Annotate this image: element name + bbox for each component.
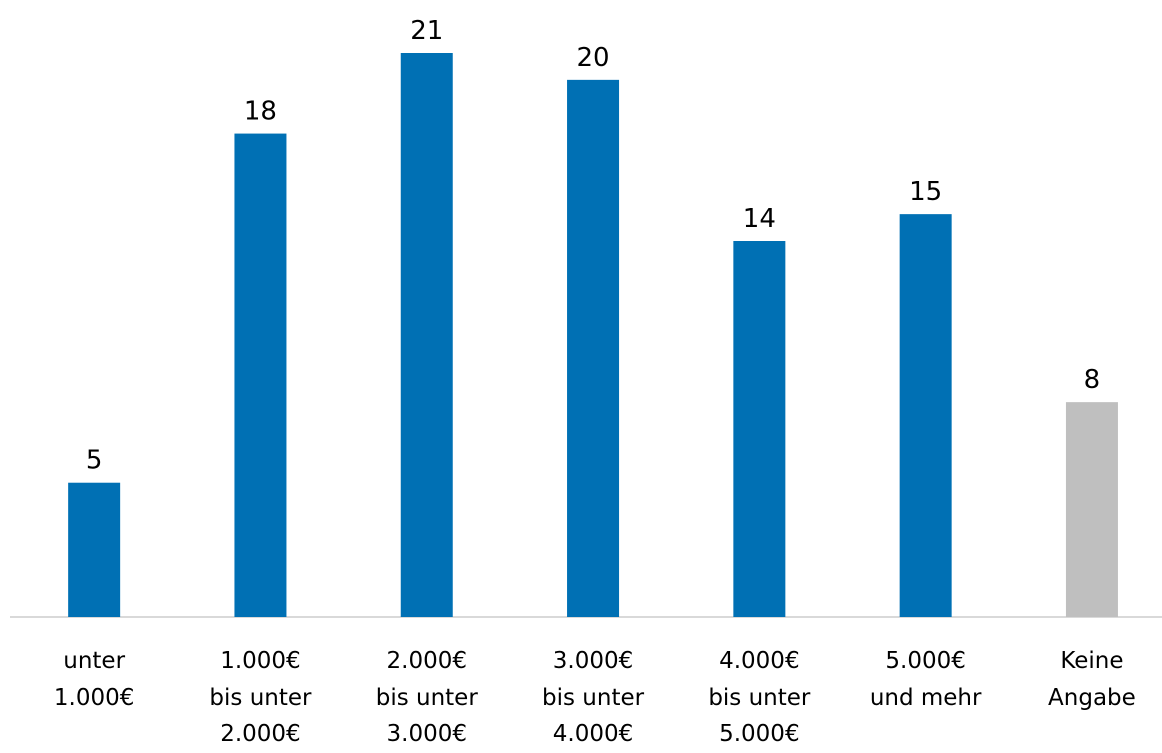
bar xyxy=(1065,402,1118,617)
x-tick-label: 4.000€ bis unter 5.000€ xyxy=(708,648,811,747)
bar xyxy=(567,79,620,618)
value-label: 8 xyxy=(1084,365,1101,395)
bar xyxy=(400,53,453,617)
value-label: 21 xyxy=(410,16,443,46)
value-label: 15 xyxy=(909,177,942,207)
x-tick-label: 1.000€ bis unter 2.000€ xyxy=(209,648,312,747)
value-label: 14 xyxy=(743,204,776,234)
value-label: 5 xyxy=(86,446,103,476)
x-tick-label: Keine Angabe xyxy=(1048,648,1136,711)
x-tick-label: 5.000€ und mehr xyxy=(869,648,982,711)
value-label: 20 xyxy=(577,43,610,73)
value-label: 18 xyxy=(244,97,277,127)
x-tick-label: 2.000€ bis unter 3.000€ xyxy=(375,648,478,747)
bar xyxy=(234,133,287,618)
bar xyxy=(733,241,786,617)
x-tick-label: unter 1.000€ xyxy=(53,648,135,711)
bar xyxy=(899,214,952,617)
bar xyxy=(68,482,121,617)
x-tick-label: 3.000€ bis unter 4.000€ xyxy=(542,648,645,747)
